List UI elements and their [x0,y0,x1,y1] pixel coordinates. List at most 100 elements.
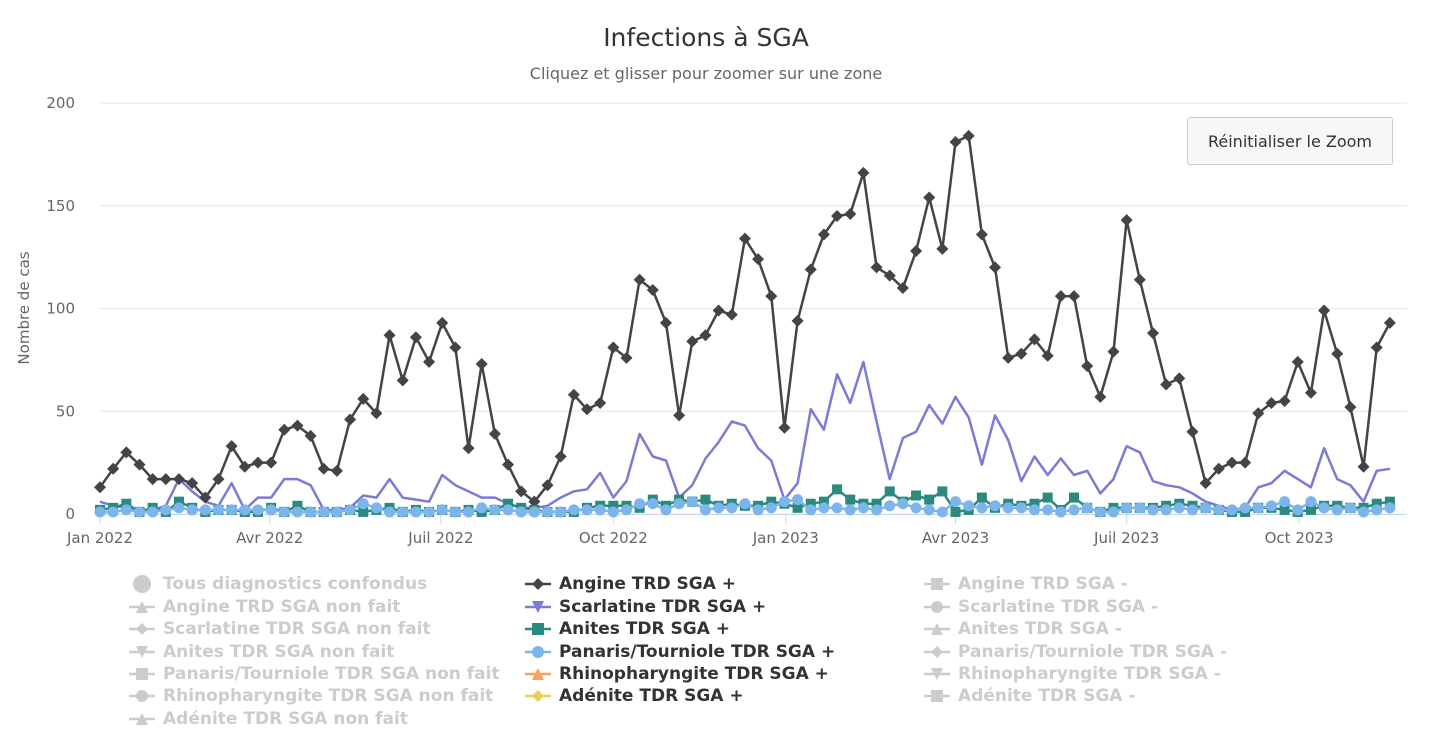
data-point[interactable] [976,502,988,514]
data-point[interactable] [462,442,475,455]
data-point[interactable] [567,388,580,401]
data-point[interactable] [159,473,172,486]
data-point[interactable] [278,506,290,518]
data-point[interactable] [1173,372,1186,385]
data-point[interactable] [239,504,251,516]
data-point[interactable] [950,496,962,508]
legend-item[interactable]: Panaris/Tourniole TDR SGA non fait [127,663,500,685]
data-point[interactable] [1279,504,1290,515]
legend-item[interactable]: Adénite TDR SGA non fait [127,708,408,730]
data-point[interactable] [107,506,119,518]
data-point[interactable] [186,504,198,516]
data-point[interactable] [1173,502,1185,514]
data-point[interactable] [845,494,856,505]
data-point[interactable] [699,504,711,516]
data-point[interactable] [147,506,159,518]
legend-item[interactable]: Rhinopharyngite TDR SGA non fait [127,685,493,707]
data-point[interactable] [409,331,422,344]
data-point[interactable] [1147,504,1159,516]
legend-item[interactable]: Anites TDR SGA + [523,618,730,640]
data-point[interactable] [1265,500,1277,512]
data-point[interactable] [607,341,620,354]
data-point[interactable] [1252,407,1265,420]
data-point[interactable] [752,504,764,516]
legend-item[interactable]: Anites TDR SGA - [922,618,1122,640]
series-line[interactable] [99,360,1391,512]
data-point[interactable] [581,504,593,516]
data-point[interactable] [1199,477,1212,490]
series-scarlatine-tdr-sga-[interactable] [99,360,1391,512]
data-point[interactable] [199,504,211,516]
data-point[interactable] [1002,351,1015,364]
data-point[interactable] [1239,456,1252,469]
data-point[interactable] [1028,333,1041,346]
data-point[interactable] [594,504,606,516]
data-point[interactable] [673,409,686,422]
data-point[interactable] [620,351,633,364]
data-point[interactable] [884,500,896,512]
data-point[interactable] [1318,304,1331,317]
data-point[interactable] [370,407,383,420]
data-point[interactable] [1370,341,1383,354]
data-point[interactable] [120,504,132,516]
data-point[interactable] [725,308,738,321]
data-point[interactable] [871,504,883,516]
data-point[interactable] [976,492,987,503]
data-point[interactable] [870,261,883,274]
data-point[interactable] [107,462,120,475]
data-point[interactable] [1041,349,1054,362]
data-point[interactable] [212,473,225,486]
data-point[interactable] [805,504,817,516]
data-point[interactable] [251,456,264,469]
data-point[interactable] [1212,462,1225,475]
data-point[interactable] [1133,273,1146,286]
data-point[interactable] [580,403,593,416]
data-point[interactable] [1344,502,1356,514]
data-point[interactable] [528,495,541,508]
data-point[interactable] [726,502,738,514]
data-point[interactable] [1265,397,1278,410]
data-point[interactable] [1067,290,1080,303]
data-point[interactable] [923,504,935,516]
data-point[interactable] [896,281,909,294]
data-point[interactable] [897,498,909,510]
data-point[interactable] [686,335,699,348]
data-point[interactable] [1384,502,1396,514]
legend-item[interactable]: Anites TDR SGA non fait [127,641,394,663]
data-point[interactable] [173,502,185,514]
data-point[interactable] [476,502,488,514]
data-point[interactable] [1107,345,1120,358]
data-point[interactable] [924,494,935,505]
data-point[interactable] [344,413,357,426]
series-panaris-tourniole-tdr-sga-[interactable] [94,494,1396,518]
data-point[interactable] [975,228,988,241]
data-point[interactable] [1186,504,1198,516]
data-point[interactable] [1292,504,1304,516]
data-point[interactable] [1304,386,1317,399]
data-point[interactable] [186,477,199,490]
data-point[interactable] [831,210,844,223]
data-point[interactable] [1357,460,1370,473]
data-point[interactable] [554,450,567,463]
data-point[interactable] [305,506,317,518]
data-point[interactable] [1383,316,1396,329]
data-point[interactable] [831,502,843,514]
data-point[interactable] [383,329,396,342]
data-point[interactable] [344,504,356,516]
data-point[interactable] [1054,290,1067,303]
data-point[interactable] [1186,425,1199,438]
data-point[interactable] [844,207,857,220]
data-point[interactable] [212,504,224,516]
data-point[interactable] [331,506,343,518]
data-point[interactable] [857,502,869,514]
data-point[interactable] [700,494,711,505]
data-point[interactable] [133,458,146,471]
legend-item[interactable]: Rhinopharyngite TDR SGA + [523,663,829,685]
data-point[interactable] [1134,502,1146,514]
data-point[interactable] [475,357,488,370]
data-point[interactable] [620,504,632,516]
data-point[interactable] [278,423,291,436]
data-point[interactable] [1081,360,1094,373]
legend-item[interactable]: Adénite TDR SGA + [523,685,744,707]
series-angine-trd-sga-[interactable] [94,129,1396,508]
